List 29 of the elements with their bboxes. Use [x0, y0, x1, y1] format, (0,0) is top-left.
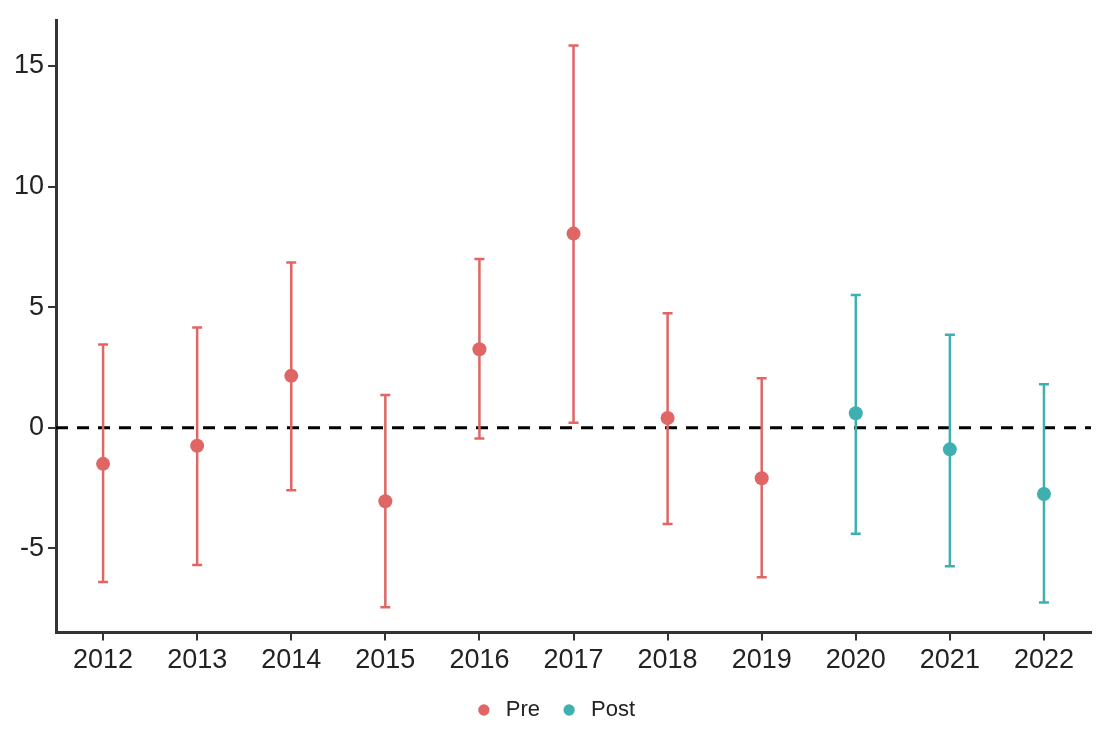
- y-tick-label: 15: [13, 49, 45, 80]
- point: [1036, 486, 1051, 501]
- y-tick-label: 5: [29, 290, 45, 321]
- x-tick-label: 2012: [73, 644, 134, 675]
- point: [190, 438, 205, 453]
- x-tick-label: 2013: [167, 644, 228, 675]
- x-tick-label: 2014: [261, 644, 322, 675]
- point: [848, 406, 863, 421]
- point: [660, 411, 675, 426]
- point: [96, 456, 111, 471]
- y-tick-label: 0: [29, 411, 45, 442]
- x-tick-label: 2019: [731, 644, 792, 675]
- x-tick-label: 2020: [825, 644, 886, 675]
- y-tick-label: -5: [20, 531, 45, 562]
- point: [284, 368, 299, 383]
- x-tick-label: 2018: [637, 644, 698, 675]
- legend-label: Pre: [505, 696, 541, 722]
- legend-label: Post: [591, 696, 636, 722]
- point: [754, 471, 769, 486]
- x-tick-label: 2017: [543, 644, 604, 675]
- point: [942, 442, 957, 457]
- point: [472, 342, 487, 357]
- x-tick-label: 2021: [919, 644, 980, 675]
- x-tick-label: 2015: [355, 644, 416, 675]
- point: [566, 226, 581, 241]
- point: [378, 494, 393, 509]
- x-tick-label: 2022: [1013, 644, 1074, 675]
- x-tick-label: 2016: [449, 644, 510, 675]
- y-tick-label: 10: [13, 170, 45, 201]
